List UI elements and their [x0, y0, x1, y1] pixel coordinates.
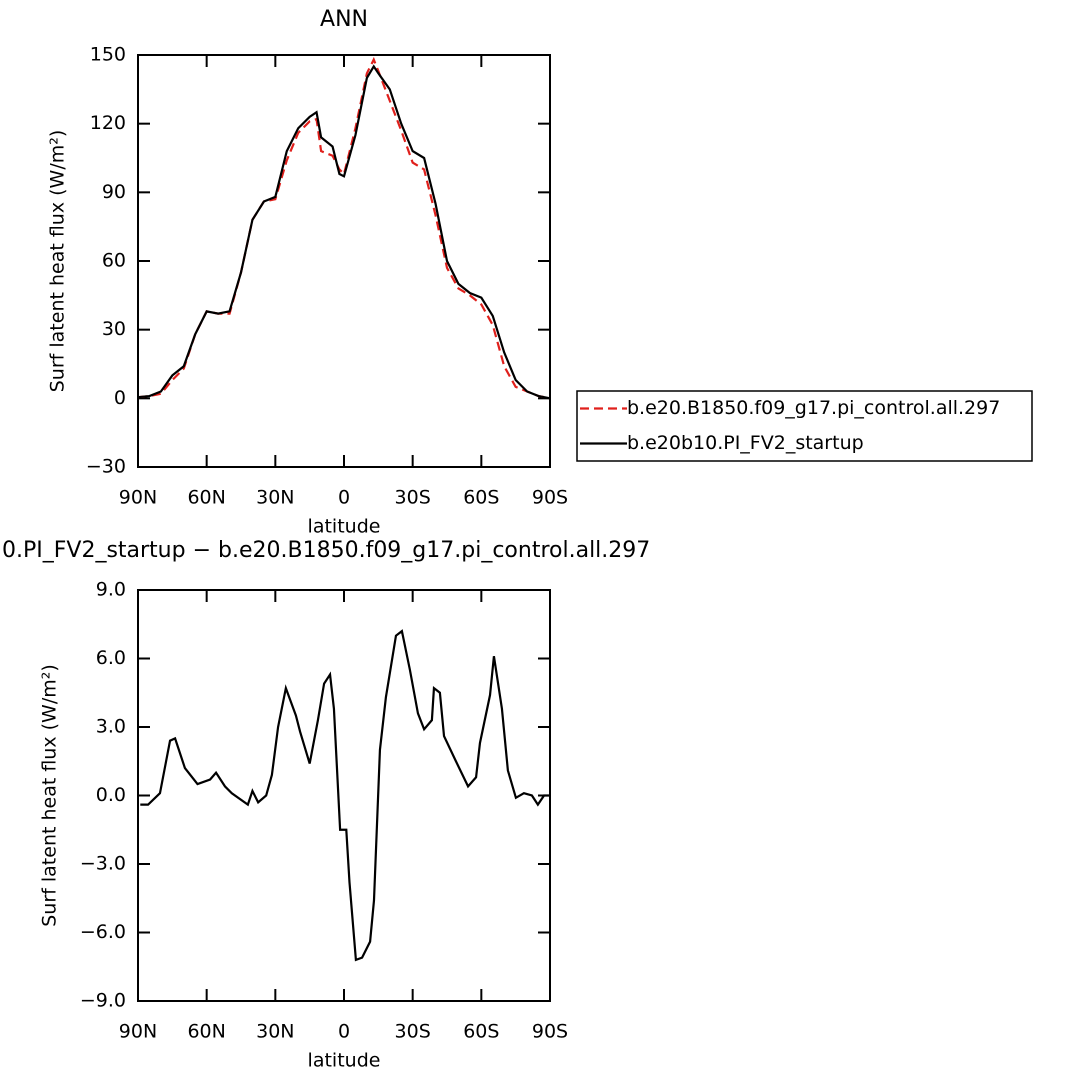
y-tick-label: −9.0 [80, 990, 126, 1012]
x-tick-label: 90S [532, 487, 568, 509]
plot-frame [137, 589, 551, 1002]
x-tick-label: 30S [395, 1021, 431, 1043]
y-tick-label: −3.0 [80, 853, 126, 875]
y-axis-label: Surf latent heat flux (W/m²) [39, 664, 61, 927]
plot-frame [137, 54, 551, 468]
x-tick-label: 30N [256, 487, 294, 509]
y-tick-label: 0 [114, 387, 126, 409]
x-tick-label: 30N [256, 1021, 294, 1043]
x-tick-label: 90S [532, 1021, 568, 1043]
y-axis-label: Surf latent heat flux (W/m²) [47, 130, 69, 393]
y-tick-label: 6.0 [96, 647, 126, 669]
data-line [137, 56, 551, 400]
y-tick-label: 30 [102, 318, 126, 340]
y-tick-label: 90 [102, 181, 126, 203]
x-axis-label: latitude [308, 1050, 381, 1072]
legend-label: b.e20.B1850.f09_g17.pi_control.all.297 [627, 397, 1000, 419]
legend-label: b.e20b10.PI_FV2_startup [627, 432, 864, 454]
x-tick-label: 0 [338, 487, 350, 509]
chart-title: 0.PI_FV2_startup − b.e20.B1850.f09_g17.p… [2, 538, 650, 563]
x-tick-label: 60N [187, 1021, 225, 1043]
data-line [140, 629, 550, 962]
x-axis-label: latitude [308, 516, 381, 538]
x-tick-label: 60N [187, 487, 225, 509]
y-tick-label: 0.0 [96, 784, 126, 806]
y-tick-label: 150 [90, 44, 126, 66]
x-tick-label: 30S [395, 487, 431, 509]
y-tick-label: 60 [102, 250, 126, 272]
y-tick-label: −30 [86, 456, 126, 478]
x-tick-label: 90N [119, 1021, 157, 1043]
x-tick-label: 60S [463, 487, 499, 509]
chart-title: ANN [320, 7, 368, 32]
y-tick-label: 9.0 [96, 579, 126, 601]
legend-box [576, 390, 1033, 462]
y-tick-label: −6.0 [80, 921, 126, 943]
data-line [137, 64, 551, 400]
y-tick-label: 120 [90, 112, 126, 134]
x-tick-label: 0 [338, 1021, 350, 1043]
x-tick-label: 90N [119, 487, 157, 509]
y-tick-label: 3.0 [96, 716, 126, 738]
x-tick-label: 60S [463, 1021, 499, 1043]
